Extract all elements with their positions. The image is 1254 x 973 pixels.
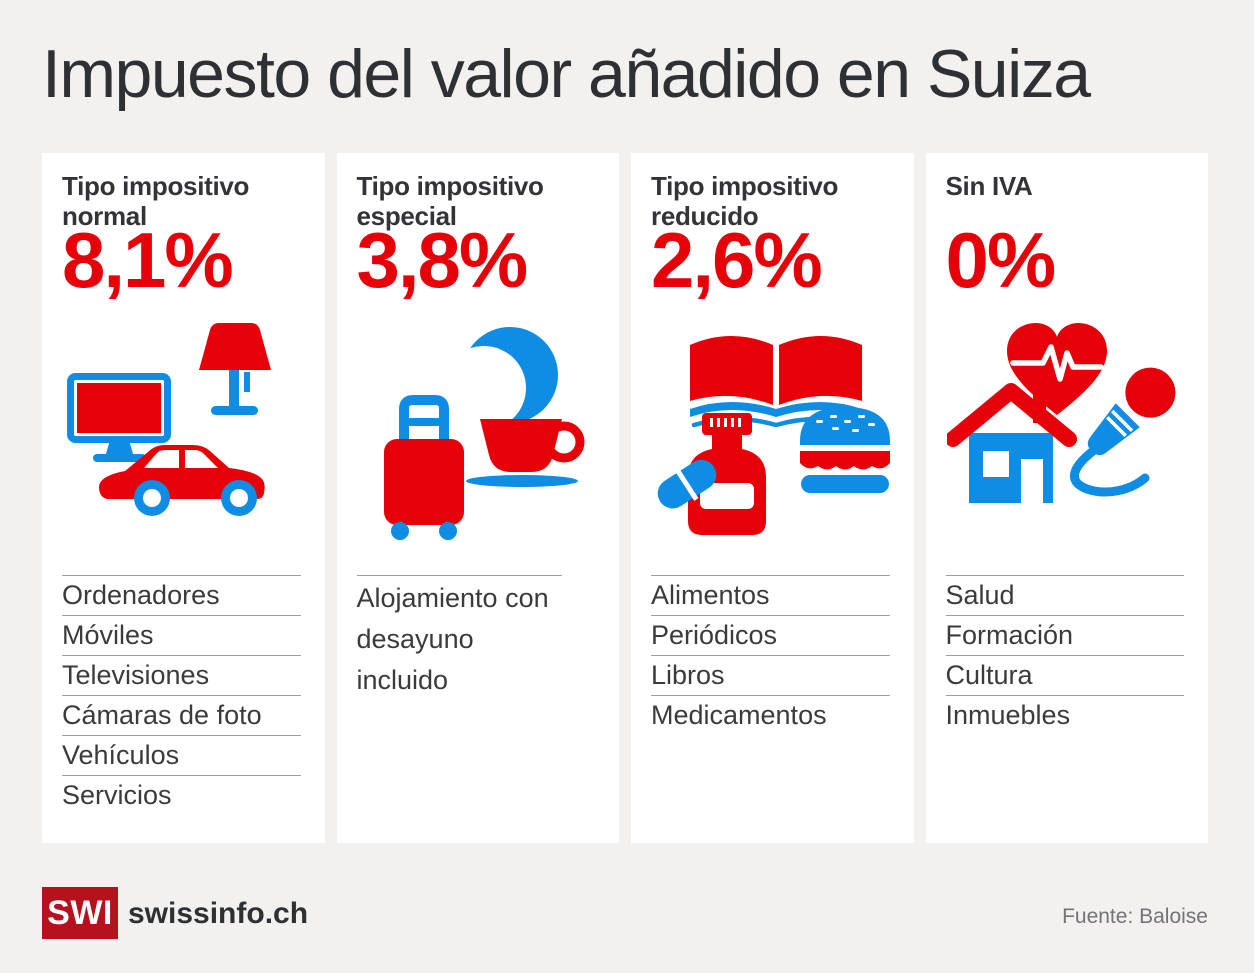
exempt-icons [946, 323, 1176, 503]
electronics-icons [67, 323, 272, 516]
list-item: Inmuebles [945, 695, 1184, 735]
list-item: Servicios [62, 775, 301, 815]
rate-value: 3,8% [356, 216, 529, 304]
list-item: Ordenadores [62, 575, 301, 615]
items-list: Alimentos Periódicos Libros Medicamentos [651, 575, 890, 735]
items-list: Ordenadores Móviles Televisiones Cámaras… [62, 575, 301, 815]
house-icon [946, 383, 1077, 503]
moon-icon [441, 327, 558, 430]
card-label: Sin IVA [945, 171, 1033, 201]
page-title: Impuesto del valor añadido en Suiza [42, 36, 1091, 112]
items-list: Salud Formación Cultura Inmuebles [945, 575, 1184, 735]
book-icon [690, 336, 863, 428]
rate-value: 0% [945, 216, 1057, 304]
heart-pulse-icon [1006, 323, 1107, 415]
car-icon [99, 445, 265, 516]
lamp-icon [199, 323, 272, 415]
capsule-icon [657, 459, 717, 509]
list-item: Libros [651, 655, 890, 695]
list-item: Cultura [945, 655, 1184, 695]
items-list: Alojamiento con desayuno incluido [356, 575, 596, 701]
list-item: Televisiones [62, 655, 301, 695]
burger-icon [800, 407, 891, 493]
swi-logo-text: SWI [47, 893, 113, 932]
source-credit: Fuente: Baloise [1062, 905, 1208, 928]
list-item: Medicamentos [651, 695, 890, 735]
microphone-icon [1069, 367, 1176, 497]
card-tipo-normal: Tipo impositivo normal 8,1% [42, 153, 325, 843]
list-item: Alojamiento con desayuno incluido [356, 575, 562, 701]
coffee-cup-icon [465, 419, 585, 487]
list-item: Vehículos [62, 735, 301, 775]
rate-cards: Tipo impositivo normal 8,1% [42, 153, 1208, 843]
card-label: Tipo impositivo especial [356, 171, 544, 231]
card-sin-iva: Sin IVA 0% [925, 153, 1208, 843]
rate-value: 2,6% [651, 216, 823, 304]
list-item: Móviles [62, 615, 301, 655]
list-item: Salud [945, 575, 1184, 615]
suitcase-icon [383, 395, 464, 540]
medicine-bottle-icon [657, 413, 767, 535]
list-item: Periódicos [651, 615, 890, 655]
list-item: Formación [945, 615, 1184, 655]
list-item: Alimentos [651, 575, 890, 615]
list-item: Cámaras de foto [62, 695, 301, 735]
card-tipo-reducido: Tipo impositivo reducido 2,6% [631, 153, 914, 843]
tv-icon [67, 373, 172, 462]
swi-logo: SWI [42, 887, 118, 939]
card-label: Tipo impositivo reducido [651, 171, 839, 231]
card-tipo-especial: Tipo impositivo especial 3,8% Alojamient… [336, 153, 619, 843]
card-label: Tipo impositivo normal [62, 171, 250, 231]
reduced-goods-icons [657, 336, 891, 535]
rate-value: 8,1% [62, 216, 234, 304]
travel-icons [383, 327, 585, 540]
brand-name: swissinfo.ch [128, 897, 309, 930]
